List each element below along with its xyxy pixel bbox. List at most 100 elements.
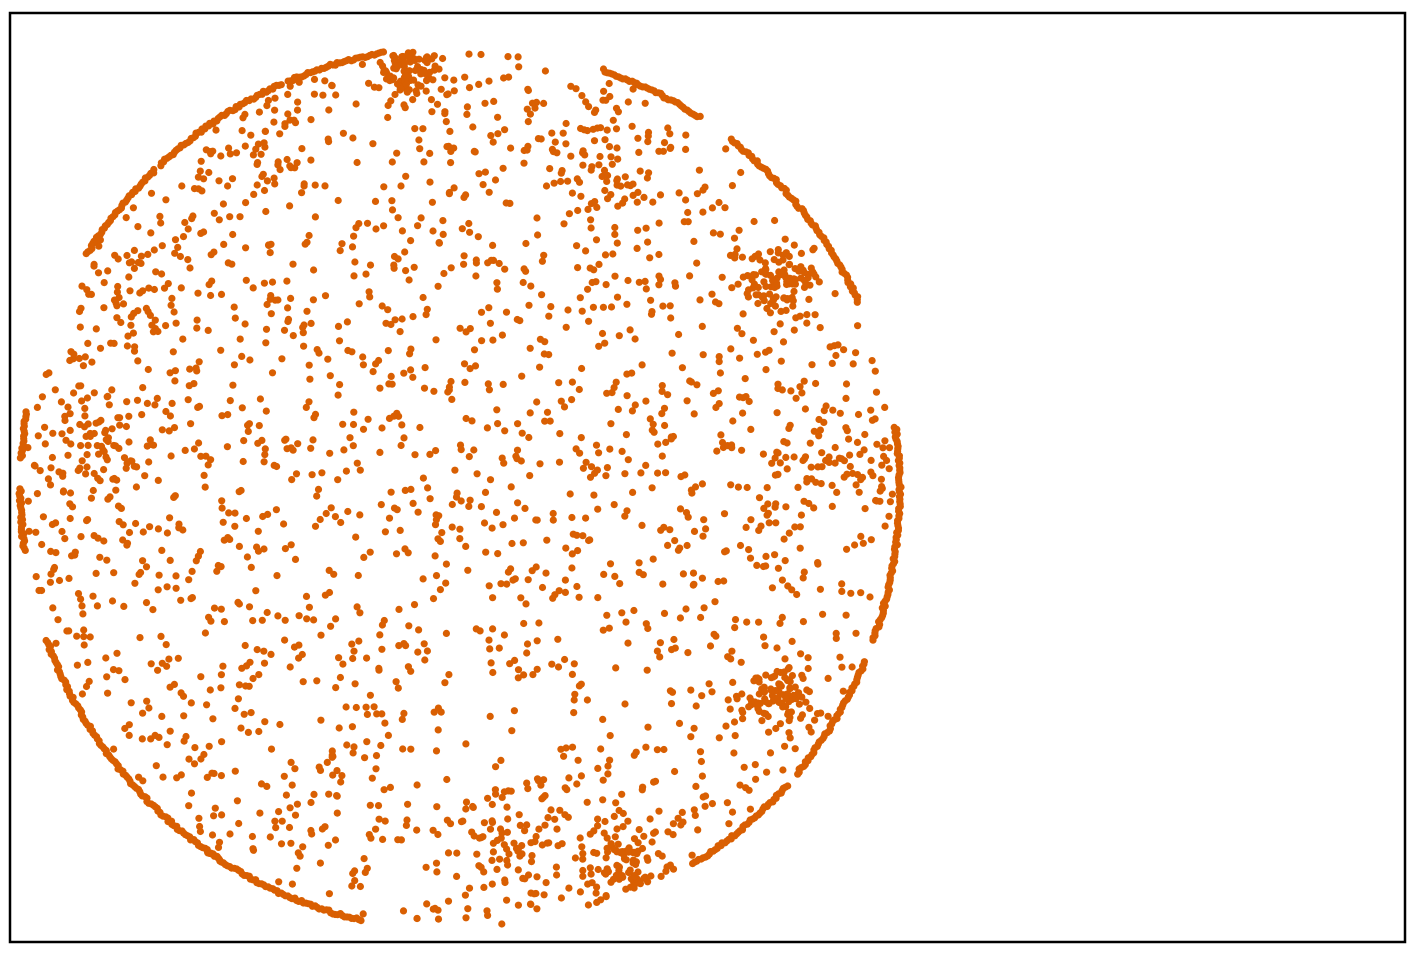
scatter-point bbox=[321, 591, 329, 599]
scatter-point bbox=[508, 539, 516, 548]
scatter-point bbox=[666, 302, 674, 310]
scatter-point bbox=[599, 65, 608, 73]
scatter-point bbox=[442, 629, 450, 638]
scatter-point bbox=[97, 416, 105, 424]
scatter-point bbox=[686, 272, 694, 280]
scatter-point bbox=[582, 514, 590, 522]
scatter-point bbox=[621, 700, 629, 708]
scatter-point bbox=[574, 206, 582, 215]
scatter-point bbox=[622, 431, 631, 439]
scatter-point bbox=[186, 365, 194, 373]
scatter-point bbox=[760, 688, 769, 696]
scatter-point bbox=[470, 346, 479, 354]
scatter-point bbox=[387, 320, 395, 329]
scatter-point bbox=[428, 108, 436, 116]
scatter-point bbox=[808, 475, 816, 483]
scatter-point bbox=[466, 365, 474, 373]
scatter-point bbox=[763, 768, 771, 776]
scatter-point bbox=[281, 120, 289, 128]
scatter-point bbox=[96, 344, 105, 352]
scatter-point bbox=[253, 646, 261, 654]
scatter-point bbox=[236, 335, 244, 343]
scatter-point bbox=[167, 301, 175, 309]
scatter-point bbox=[355, 637, 363, 645]
scatter-point bbox=[609, 250, 617, 258]
scatter-point bbox=[577, 192, 585, 200]
scatter-point bbox=[625, 846, 633, 854]
scatter-point bbox=[362, 270, 370, 278]
scatter-point bbox=[252, 145, 260, 153]
scatter-point bbox=[698, 480, 707, 488]
scatter-point bbox=[31, 462, 39, 470]
scatter-point bbox=[602, 281, 610, 289]
scatter-point bbox=[700, 516, 708, 524]
scatter-point bbox=[318, 469, 326, 477]
scatter-point bbox=[358, 60, 366, 68]
scatter-point bbox=[250, 190, 258, 198]
scatter-point bbox=[885, 512, 893, 520]
scatter-point bbox=[810, 504, 818, 512]
scatter-point bbox=[599, 796, 607, 804]
scatter-point bbox=[388, 206, 397, 214]
scatter-point bbox=[516, 317, 524, 325]
scatter-point bbox=[699, 351, 707, 359]
scatter-point bbox=[488, 524, 496, 532]
scatter-point bbox=[573, 175, 581, 183]
scatter-point bbox=[295, 654, 303, 662]
scatter-point bbox=[727, 345, 735, 353]
scatter-point bbox=[585, 317, 593, 325]
scatter-point bbox=[828, 359, 836, 367]
scatter-point bbox=[456, 441, 465, 449]
scatter-point bbox=[847, 589, 855, 597]
scatter-point bbox=[113, 314, 121, 322]
scatter-point bbox=[79, 610, 87, 618]
scatter-point bbox=[558, 840, 566, 848]
scatter-point bbox=[611, 572, 619, 581]
scatter-point bbox=[629, 488, 637, 496]
scatter-point bbox=[100, 279, 108, 287]
scatter-point bbox=[378, 302, 386, 310]
scatter-point bbox=[551, 138, 559, 146]
scatter-point bbox=[415, 55, 423, 63]
scatter-point bbox=[760, 633, 768, 641]
scatter-point bbox=[174, 243, 182, 251]
scatter-point bbox=[444, 897, 453, 905]
scatter-point bbox=[565, 774, 573, 782]
scatter-point bbox=[699, 208, 707, 216]
scatter-point bbox=[624, 639, 632, 647]
scatter-point bbox=[561, 576, 570, 584]
scatter-point bbox=[76, 464, 84, 472]
scatter-point bbox=[386, 783, 394, 792]
scatter-point bbox=[519, 278, 527, 287]
scatter-point bbox=[441, 74, 449, 82]
scatter-point bbox=[603, 126, 611, 134]
scatter-point bbox=[180, 712, 188, 720]
scatter-point bbox=[349, 749, 357, 757]
scatter-point bbox=[158, 242, 166, 250]
scatter-point bbox=[767, 686, 775, 695]
scatter-point bbox=[590, 491, 598, 499]
scatter-point bbox=[833, 488, 841, 496]
scatter-point bbox=[522, 239, 530, 248]
scatter-point bbox=[769, 673, 777, 681]
scatter-point bbox=[450, 87, 458, 95]
scatter-point bbox=[602, 854, 610, 862]
scatter-point bbox=[381, 817, 389, 825]
scatter-point bbox=[878, 461, 886, 469]
scatter-point bbox=[594, 865, 602, 874]
scatter-point bbox=[62, 436, 70, 444]
scatter-point bbox=[679, 570, 688, 578]
scatter-point bbox=[660, 404, 669, 412]
scatter-point bbox=[536, 363, 544, 371]
scatter-point bbox=[538, 291, 546, 299]
scatter-point bbox=[759, 450, 768, 458]
scatter-point bbox=[595, 342, 603, 350]
scatter-point bbox=[764, 509, 773, 517]
scatter-point bbox=[369, 368, 377, 376]
scatter-point bbox=[762, 348, 770, 356]
scatter-point bbox=[387, 97, 395, 105]
scatter-point bbox=[500, 841, 508, 849]
scatter-point bbox=[549, 516, 557, 524]
scatter-point bbox=[481, 168, 489, 176]
scatter-point bbox=[64, 403, 72, 411]
